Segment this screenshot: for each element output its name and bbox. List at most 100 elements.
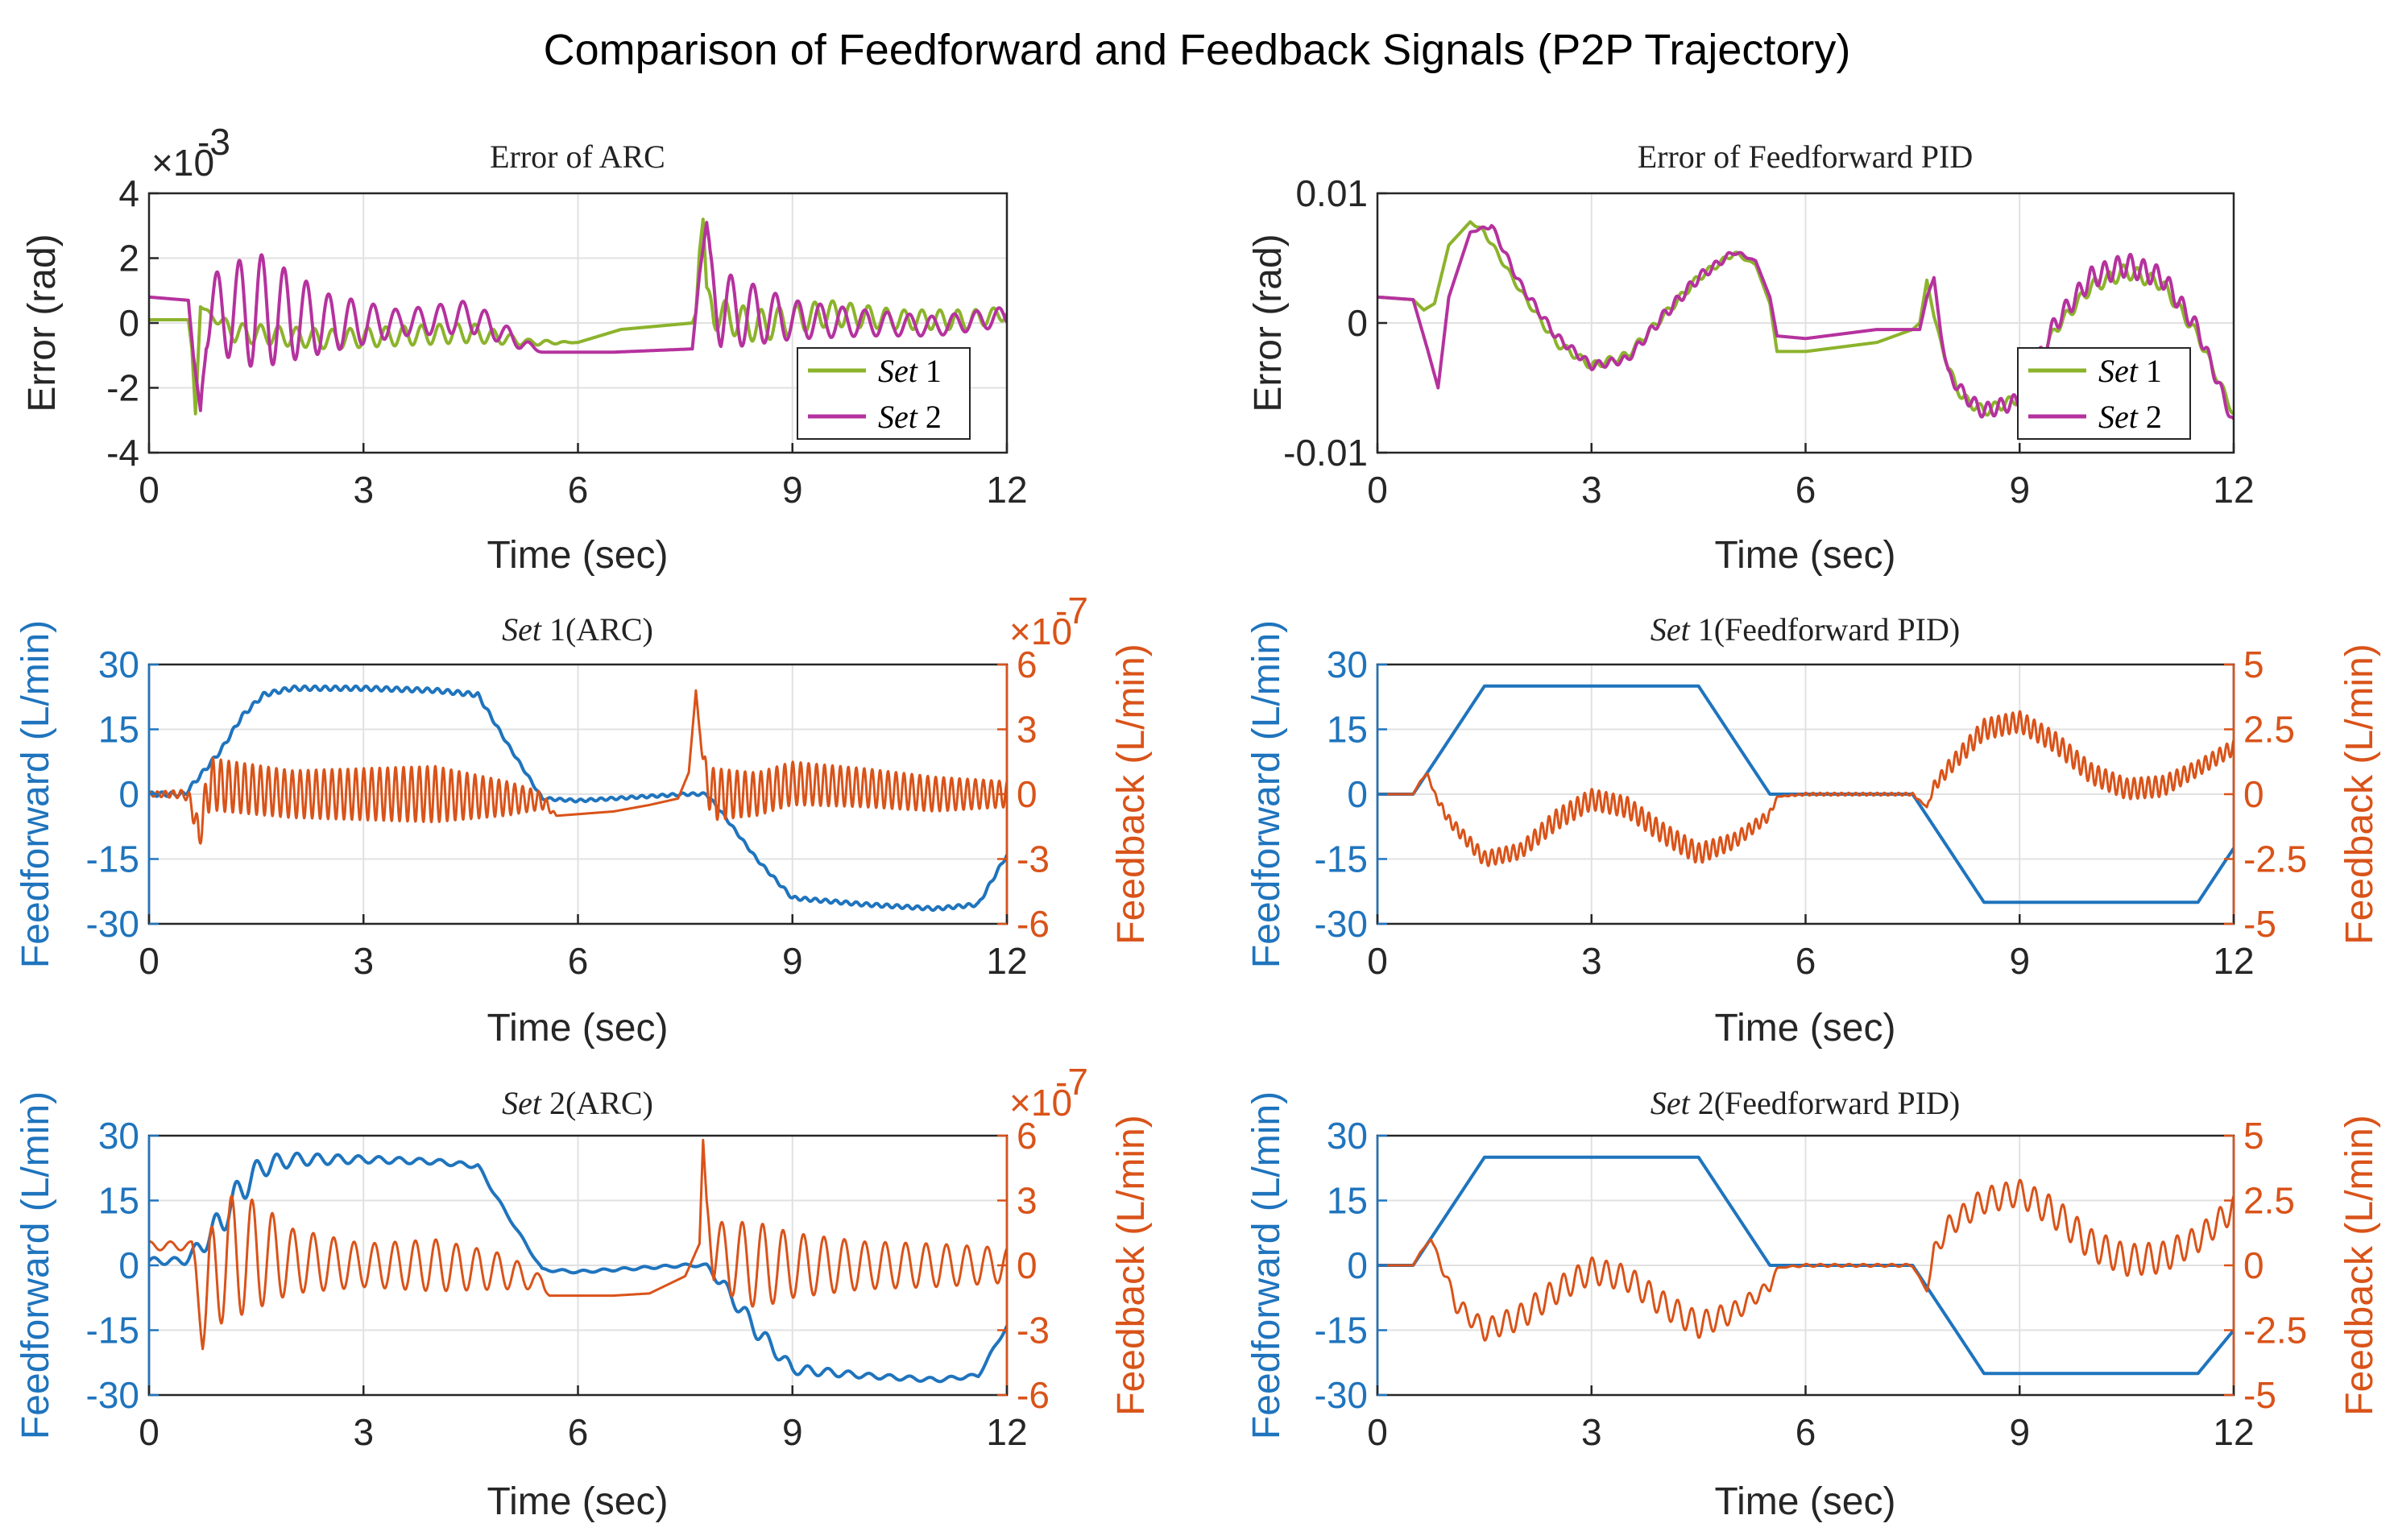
series-line-set-2 xyxy=(1377,224,2234,420)
x-tick-label: 3 xyxy=(353,1411,374,1453)
y-tick-label: 15 xyxy=(1327,1180,1368,1222)
y2-tick-label: -6 xyxy=(1017,1374,1050,1416)
x-tick-label: 9 xyxy=(2009,1411,2030,1453)
y-axis-label-left: Feedforward (L/min) xyxy=(1245,1091,1288,1439)
legend-label-set2: Set 2 xyxy=(878,399,942,435)
y-tick-label: 0 xyxy=(118,1244,139,1286)
series-line-feedback xyxy=(149,689,1007,845)
y-axis-label: Error (rad) xyxy=(1247,234,1290,412)
x-axis-label: Time (sec) xyxy=(487,534,669,577)
panel-error-arc: 0 3 6 9 12 -4 -2 0 2 4 Error of ARC ×10 -3 Time (… xyxy=(21,121,1028,577)
legend-label-set1: Set 1 xyxy=(2098,353,2162,389)
series-line-feedforward xyxy=(149,684,1007,913)
y-tick-label: 15 xyxy=(98,1180,139,1222)
x-tick-label: 12 xyxy=(986,1411,1027,1453)
y-axis-label-right: Feedback (L/min) xyxy=(2338,1115,2381,1415)
exponent-label: ×10 xyxy=(151,142,214,184)
axes-title: Error of ARC xyxy=(490,139,665,175)
exponent-label: ×10 xyxy=(1009,1082,1072,1124)
series-line-set-1 xyxy=(1377,220,2234,417)
y-tick-label: 0 xyxy=(1347,773,1368,815)
x-tick-label: 12 xyxy=(2213,469,2254,511)
y2-tick-label: 0 xyxy=(1017,773,1038,815)
x-tick-label: 6 xyxy=(568,940,589,982)
x-tick-label: 6 xyxy=(568,1411,589,1453)
y2-tick-label: -6 xyxy=(1017,903,1050,945)
legend-label-set2: Set 2 xyxy=(2098,399,2162,435)
y-tick-label: -15 xyxy=(86,1310,139,1352)
x-tick-label: 0 xyxy=(1367,1411,1388,1453)
y-tick-label: -15 xyxy=(1315,1310,1368,1352)
y2-tick-label: -3 xyxy=(1017,838,1050,880)
series-line-set-2 xyxy=(149,221,1007,412)
y2-tick-label: -3 xyxy=(1017,1310,1050,1352)
y2-tick-label: 3 xyxy=(1017,1180,1038,1222)
x-tick-label: 6 xyxy=(568,469,589,511)
x-tick-label: 9 xyxy=(2009,469,2030,511)
x-tick-label: 12 xyxy=(986,469,1027,511)
y2-tick-label: 0 xyxy=(1017,1244,1038,1286)
x-tick-label: 0 xyxy=(1367,469,1388,511)
y-tick-label: 0 xyxy=(118,302,139,344)
x-axis-label: Time (sec) xyxy=(1715,1007,1896,1049)
legend-label-set1: Set 1 xyxy=(878,353,942,389)
series-line-feedforward xyxy=(149,1151,1007,1384)
y-tick-label: -15 xyxy=(86,838,139,880)
y-tick-label: 0 xyxy=(118,773,139,815)
x-tick-label: 12 xyxy=(2213,1411,2254,1453)
axes-title: Set 1(Feedforward PID) xyxy=(1651,611,1960,648)
y-axis-label: Error (rad) xyxy=(21,234,64,412)
axes-title: Set 1(ARC) xyxy=(502,611,653,648)
y-tick-label: 0 xyxy=(1347,302,1368,344)
exponent-power: -7 xyxy=(1055,590,1088,631)
x-tick-label: 12 xyxy=(986,940,1027,982)
y-tick-label: 30 xyxy=(98,644,139,685)
y-tick-label: 30 xyxy=(98,1115,139,1157)
x-tick-label: 12 xyxy=(2213,940,2254,982)
y-tick-label: 15 xyxy=(1327,709,1368,751)
y-tick-label: 15 xyxy=(98,709,139,751)
y-axis-label-right: Feedback (L/min) xyxy=(1110,644,1153,944)
axes-title: Error of Feedforward PID xyxy=(1638,139,1974,175)
y-tick-label: 30 xyxy=(1327,644,1368,685)
x-tick-label: 3 xyxy=(1581,469,1602,511)
y2-tick-label: 6 xyxy=(1017,644,1038,685)
x-axis-label: Time (sec) xyxy=(487,1007,669,1049)
x-tick-label: 6 xyxy=(1796,1411,1816,1453)
y-axis-label-left: Feedforward (L/min) xyxy=(14,620,57,968)
panel-set1-pid: 0 3 6 9 12 -30 -15 0 15 30 -5 -2.5 0 2.5 5 Set 1(Feedf… xyxy=(1245,611,2381,1049)
x-tick-label: 9 xyxy=(782,469,803,511)
y-tick-label: 2 xyxy=(118,238,139,279)
x-tick-label: 3 xyxy=(1581,1411,1602,1453)
x-tick-label: 0 xyxy=(1367,940,1388,982)
axes-title: Set 2(ARC) xyxy=(502,1085,653,1121)
y-tick-label: -30 xyxy=(86,903,139,945)
x-tick-label: 9 xyxy=(782,1411,803,1453)
axes-title: Set 2(Feedforward PID) xyxy=(1651,1085,1960,1121)
exponent-label: ×10 xyxy=(1009,611,1072,652)
legend: Set 1 Set 2 xyxy=(797,347,971,440)
y2-tick-label: -5 xyxy=(2243,903,2276,945)
x-tick-label: 0 xyxy=(139,940,159,982)
x-tick-label: 6 xyxy=(1796,469,1816,511)
legend: Set 1 Set 2 xyxy=(2017,347,2191,440)
y2-tick-label: 0 xyxy=(2243,773,2264,815)
x-tick-label: 3 xyxy=(1581,940,1602,982)
y2-tick-label: 6 xyxy=(1017,1115,1038,1157)
y-tick-label: -4 xyxy=(106,432,139,474)
x-tick-label: 6 xyxy=(1796,940,1816,982)
exponent-power: -7 xyxy=(1055,1061,1088,1103)
figure-title: Comparison of Feedforward and Feedback S… xyxy=(544,26,1851,74)
y2-tick-label: 5 xyxy=(2243,1115,2264,1157)
y2-tick-label: 2.5 xyxy=(2243,1180,2295,1222)
y2-tick-label: 0 xyxy=(2243,1244,2264,1286)
y-tick-label: 0 xyxy=(1347,1244,1368,1286)
y-axis-label-right: Feedback (L/min) xyxy=(2338,644,2381,944)
x-axis-label: Time (sec) xyxy=(487,1480,669,1523)
x-tick-label: 3 xyxy=(353,469,374,511)
y-axis-label-left: Feedforward (L/min) xyxy=(14,1091,57,1439)
